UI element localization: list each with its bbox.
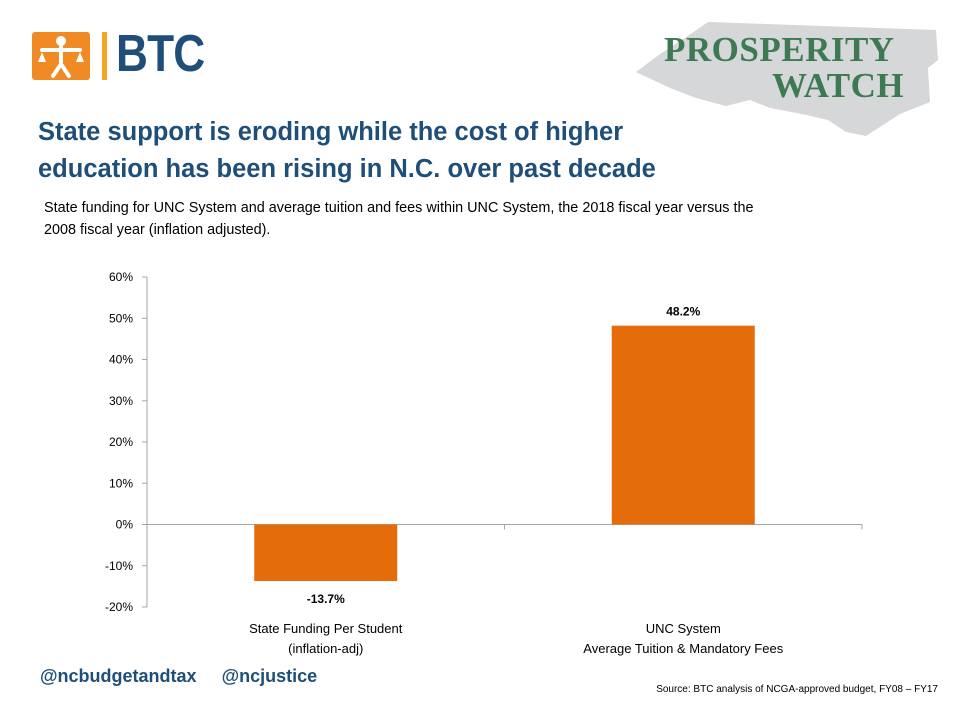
y-tick-label: -10% [105, 559, 133, 573]
y-tick-label: 20% [109, 435, 133, 449]
y-tick-label: 0% [116, 518, 134, 532]
twitter-handle-ncbudgetandtax[interactable]: @ncbudgetandtax [40, 666, 197, 686]
social-handles: @ncbudgetandtax @ncjustice [40, 666, 337, 687]
chart-subtitle: State funding for UNC System and average… [44, 200, 754, 238]
category-label: State Funding Per Student [249, 621, 403, 636]
twitter-handle-ncjustice[interactable]: @ncjustice [221, 666, 318, 686]
title-line-1: State support is eroding while the cost … [38, 118, 624, 146]
bar [611, 325, 755, 525]
btc-logo-text: BTC [116, 25, 205, 83]
btc-logo: BTC [32, 25, 222, 84]
logo-divider [102, 32, 107, 80]
source-note: Source: BTC analysis of NCGA-approved bu… [656, 684, 938, 695]
justice-figure-icon [32, 32, 90, 80]
y-tick-label: -20% [105, 600, 133, 614]
prosperity-watch-logo: PROSPERITY WATCH [630, 10, 940, 145]
y-tick-label: 50% [109, 311, 133, 325]
category-label: Average Tuition & Mandatory Fees [583, 641, 783, 656]
title-line-2: education has been rising in N.C. over p… [38, 155, 656, 183]
y-tick-label: 30% [109, 394, 133, 408]
category-label: UNC System [646, 621, 721, 636]
data-label: 48.2% [666, 305, 700, 319]
y-tick-label: 40% [109, 353, 133, 367]
prosperity-text: PROSPERITY [664, 30, 895, 69]
data-label: -13.7% [307, 592, 345, 606]
page-title: State support is eroding while the cost … [38, 114, 758, 188]
category-label: (inflation-adj) [288, 641, 363, 656]
bar [254, 524, 398, 582]
y-tick-label: 10% [109, 476, 133, 490]
y-tick-label: 60% [109, 270, 133, 284]
nc-state-shape-icon [636, 22, 938, 136]
watch-text: WATCH [772, 66, 905, 105]
